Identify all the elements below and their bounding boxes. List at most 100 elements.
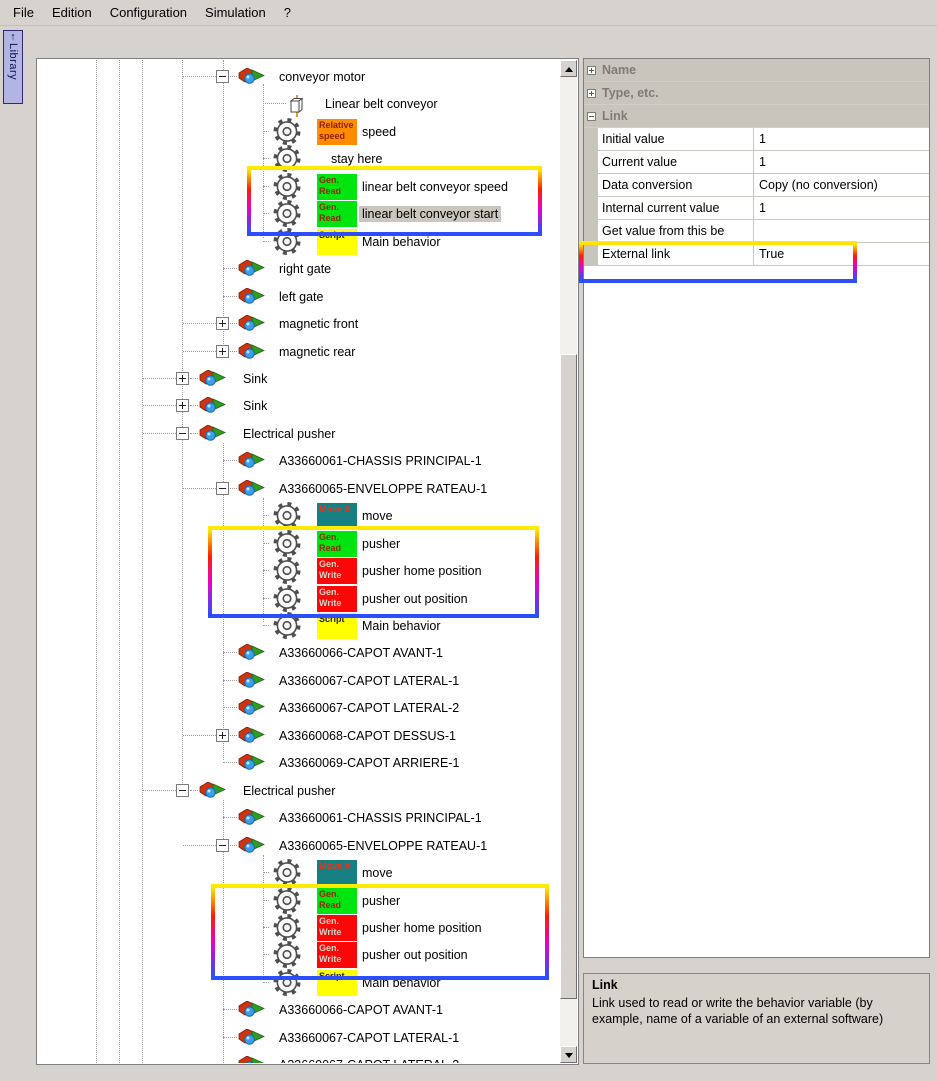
property-row[interactable]: Internal current value 1: [584, 197, 929, 220]
tree-item[interactable]: magnetic front: [38, 310, 560, 337]
tree-item[interactable]: A33660061-CHASSIS PRINCIPAL-1: [38, 804, 560, 831]
collapse-minus-icon[interactable]: [216, 838, 229, 852]
tree-item[interactable]: Gen. Read linear belt conveyor start: [38, 200, 560, 228]
tree-item-label[interactable]: A33660068-CAPOT DESSUS-1: [279, 728, 456, 743]
tree-item-label[interactable]: move: [362, 866, 393, 881]
tree-item[interactable]: A33660061-CHASSIS PRINCIPAL-1: [38, 447, 560, 474]
tree-item-label[interactable]: linear belt conveyor start: [359, 206, 502, 223]
menu-item-simulation[interactable]: Simulation: [205, 5, 266, 20]
tree-item[interactable]: Relative speed speed: [38, 117, 560, 145]
property-row[interactable]: Initial value 1: [584, 128, 929, 151]
tree-item[interactable]: Electrical pusher: [38, 420, 560, 447]
tree-item-label[interactable]: pusher home position: [362, 920, 482, 935]
tree-item[interactable]: Sink: [38, 365, 560, 392]
menu-item-file[interactable]: File: [13, 5, 34, 20]
tree-item[interactable]: A33660068-CAPOT DESSUS-1: [38, 722, 560, 749]
tree-item[interactable]: A33660066-CAPOT AVANT-1: [38, 996, 560, 1023]
tree-item-label[interactable]: stay here: [331, 152, 383, 167]
tree-item-label[interactable]: pusher out position: [362, 591, 468, 606]
collapse-minus-icon[interactable]: [587, 112, 596, 121]
tree-item-label[interactable]: pusher: [362, 893, 401, 908]
menu-item-edition[interactable]: Edition: [51, 5, 92, 20]
tree-item-label[interactable]: magnetic front: [279, 317, 359, 332]
tree-item-label[interactable]: A33660069-CAPOT ARRIERE-1: [279, 756, 460, 771]
expand-plus-icon[interactable]: [176, 371, 189, 385]
tree-item-label[interactable]: Main behavior: [362, 234, 441, 249]
tree-item[interactable]: A33660067-CAPOT LATERAL-1: [38, 1024, 560, 1051]
tree-item-label[interactable]: A33660065-ENVELOPPE RATEAU-1: [279, 481, 488, 496]
tree-item[interactable]: A33660066-CAPOT AVANT-1: [38, 639, 560, 666]
tree-item-label[interactable]: pusher home position: [362, 564, 482, 579]
tree-item-label[interactable]: Main behavior: [362, 619, 441, 633]
tree-item[interactable]: Gen. Write pusher out position: [38, 941, 560, 969]
tree-item[interactable]: Sink: [38, 392, 560, 419]
tree-item[interactable]: A33660067-CAPOT LATERAL-2: [38, 1051, 560, 1063]
property-value[interactable]: True: [759, 247, 785, 261]
scroll-down-button[interactable]: [560, 1046, 577, 1063]
tree-item-label[interactable]: Linear belt conveyor: [325, 97, 438, 112]
expand-plus-icon[interactable]: [176, 399, 189, 413]
tree-item[interactable]: Move X move: [38, 502, 560, 530]
tree-scrollbar[interactable]: [560, 60, 577, 1063]
property-value[interactable]: [754, 220, 929, 242]
tree-item-label[interactable]: pusher: [362, 536, 401, 551]
tree-item-label[interactable]: A33660067-CAPOT LATERAL-2: [276, 1057, 462, 1063]
property-value[interactable]: Copy (no conversion): [759, 178, 878, 192]
menu-item-configuration[interactable]: Configuration: [109, 5, 188, 20]
tree-item-label[interactable]: Sink: [243, 371, 268, 386]
tree-item[interactable]: left gate: [38, 283, 560, 310]
tree-item-label[interactable]: A33660067-CAPOT LATERAL-2: [279, 701, 460, 716]
tree-item[interactable]: Script Main behavior: [38, 968, 560, 996]
tree-item[interactable]: Gen. Write pusher home position: [38, 557, 560, 585]
collapse-minus-icon[interactable]: [216, 481, 229, 495]
tree-item[interactable]: A33660065-ENVELOPPE RATEAU-1: [38, 475, 560, 502]
tree-item[interactable]: magnetic rear: [38, 338, 560, 365]
tree-item[interactable]: A33660069-CAPOT ARRIERE-1: [38, 749, 560, 776]
tree-item-label[interactable]: A33660061-CHASSIS PRINCIPAL-1: [279, 454, 482, 469]
property-row[interactable]: Get value from this be: [584, 220, 929, 243]
library-tab[interactable]: ↑ Library: [3, 30, 23, 104]
tree-item-label[interactable]: speed: [362, 124, 397, 139]
scroll-up-button[interactable]: [560, 60, 577, 77]
tree-item-label[interactable]: conveyor motor: [279, 70, 366, 84]
tree-item-label[interactable]: A33660067-CAPOT LATERAL-1: [279, 1030, 460, 1045]
tree-item[interactable]: A33660067-CAPOT LATERAL-2: [38, 694, 560, 721]
tree-item-label[interactable]: magnetic rear: [279, 344, 356, 359]
collapse-minus-icon[interactable]: [176, 426, 189, 440]
tree-item-label[interactable]: right gate: [279, 262, 332, 277]
tree-item[interactable]: A33660067-CAPOT LATERAL-1: [38, 667, 560, 694]
expand-plus-icon[interactable]: [587, 66, 596, 75]
tree-item-label[interactable]: Electrical pusher: [243, 426, 336, 441]
tree-item-label[interactable]: A33660066-CAPOT AVANT-1: [279, 1003, 443, 1018]
tree-item-label[interactable]: Sink: [243, 399, 268, 414]
tree-item[interactable]: Script Main behavior: [38, 612, 560, 639]
property-value[interactable]: 1: [759, 132, 766, 146]
scrollbar-thumb[interactable]: [560, 354, 577, 999]
property-value[interactable]: 1: [759, 155, 766, 169]
category-row-link[interactable]: Link: [584, 105, 929, 128]
tree-item-label[interactable]: A33660067-CAPOT LATERAL-1: [279, 673, 460, 688]
expand-plus-icon[interactable]: [216, 344, 229, 358]
property-row[interactable]: External link True: [584, 243, 929, 266]
expand-plus-icon[interactable]: [216, 317, 229, 331]
tree-item-label[interactable]: linear belt conveyor speed: [362, 179, 508, 194]
property-value[interactable]: 1: [759, 201, 766, 215]
tree-item[interactable]: Gen. Write pusher out position: [38, 584, 560, 612]
tree-item[interactable]: stay here: [38, 145, 560, 173]
expand-plus-icon[interactable]: [216, 728, 229, 742]
tree-item-label[interactable]: pusher out position: [362, 948, 468, 963]
tree-item[interactable]: conveyor motor: [38, 63, 560, 90]
tree-item-label[interactable]: A33660065-ENVELOPPE RATEAU-1: [279, 838, 488, 853]
category-row-type[interactable]: Type, etc.: [584, 82, 929, 105]
tree-item[interactable]: right gate: [38, 255, 560, 282]
tree-item-label[interactable]: move: [362, 509, 393, 524]
category-row-name[interactable]: Name: [584, 59, 929, 82]
tree-item-label[interactable]: left gate: [279, 289, 324, 304]
tree-item[interactable]: Gen. Read pusher: [38, 886, 560, 914]
expand-plus-icon[interactable]: [587, 89, 596, 98]
tree-item-label[interactable]: A33660066-CAPOT AVANT-1: [279, 646, 443, 661]
collapse-minus-icon[interactable]: [216, 70, 229, 83]
tree-item-label[interactable]: Main behavior: [362, 975, 441, 990]
collapse-minus-icon[interactable]: [176, 783, 189, 797]
tree-item[interactable]: Script Main behavior: [38, 227, 560, 255]
